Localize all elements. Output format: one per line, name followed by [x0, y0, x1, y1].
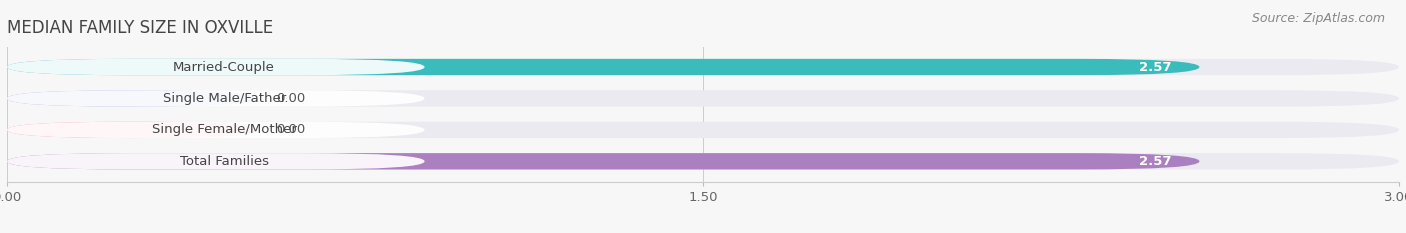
FancyBboxPatch shape — [7, 59, 1199, 75]
FancyBboxPatch shape — [7, 59, 425, 75]
FancyBboxPatch shape — [7, 153, 425, 169]
FancyBboxPatch shape — [7, 153, 1399, 169]
Text: MEDIAN FAMILY SIZE IN OXVILLE: MEDIAN FAMILY SIZE IN OXVILLE — [7, 19, 273, 37]
FancyBboxPatch shape — [7, 90, 1399, 107]
Text: Total Families: Total Families — [180, 155, 269, 168]
FancyBboxPatch shape — [7, 59, 1399, 75]
Text: Single Female/Mother: Single Female/Mother — [152, 123, 297, 136]
FancyBboxPatch shape — [7, 90, 257, 107]
Text: 2.57: 2.57 — [1139, 61, 1171, 74]
Text: 2.57: 2.57 — [1139, 155, 1171, 168]
FancyBboxPatch shape — [7, 122, 425, 138]
Text: 0.00: 0.00 — [276, 92, 305, 105]
Text: 0.00: 0.00 — [276, 123, 305, 136]
Text: Single Male/Father: Single Male/Father — [163, 92, 285, 105]
FancyBboxPatch shape — [7, 122, 257, 138]
FancyBboxPatch shape — [7, 153, 1199, 169]
Text: Married-Couple: Married-Couple — [173, 61, 276, 74]
FancyBboxPatch shape — [7, 122, 1399, 138]
FancyBboxPatch shape — [7, 90, 425, 107]
Text: Source: ZipAtlas.com: Source: ZipAtlas.com — [1251, 12, 1385, 25]
